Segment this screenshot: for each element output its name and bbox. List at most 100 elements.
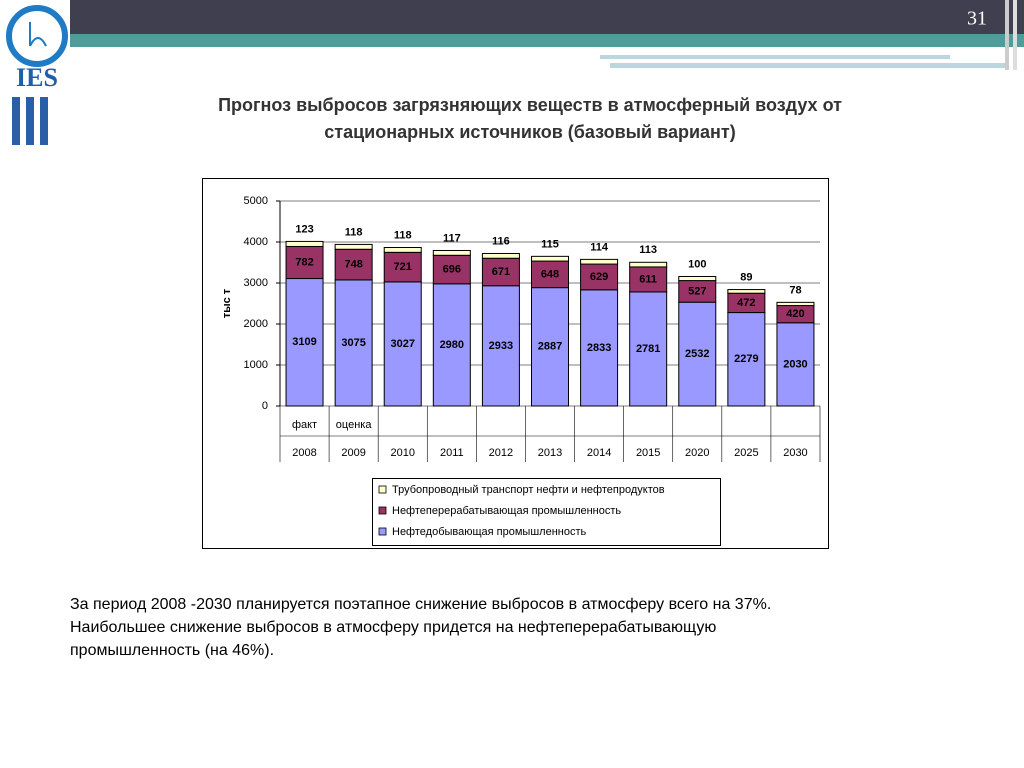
data-label: 78	[789, 284, 801, 296]
header-stripe	[70, 34, 1024, 47]
y-tick-label: 2000	[244, 318, 268, 330]
bar-segment	[432, 283, 471, 407]
bar-segment	[285, 245, 324, 280]
data-label: 611	[639, 273, 657, 285]
bar-segment	[481, 285, 520, 407]
logo-bar	[12, 97, 20, 145]
bar-segment	[678, 275, 717, 282]
logo-bar	[26, 97, 34, 145]
legend-label: Трубопроводный транспорт нефти и нефтепр…	[392, 484, 665, 496]
data-label: 115	[541, 238, 559, 250]
legend-box	[372, 478, 721, 546]
data-label: 629	[590, 271, 608, 283]
data-label: 118	[345, 226, 363, 238]
x-tick-label: 2010	[390, 447, 414, 459]
data-label: 3027	[390, 338, 414, 350]
x-tick-label: 2013	[538, 447, 562, 459]
data-label: 89	[740, 271, 752, 283]
data-label: 721	[394, 261, 412, 273]
header-line	[600, 55, 950, 59]
slide-title: стационарных источников (базовый вариант…	[324, 122, 735, 142]
slide-title: Прогноз выбросов загрязняющих веществ в …	[218, 95, 842, 115]
logo-text: IES	[16, 63, 58, 92]
legend-swatch	[378, 506, 387, 515]
data-label: 527	[688, 285, 706, 297]
x-tick-label: 2012	[489, 447, 513, 459]
header-line	[1005, 0, 1009, 70]
data-label: 748	[344, 258, 362, 270]
bar-segment	[531, 260, 569, 289]
bar-segment	[334, 248, 373, 281]
data-label: 113	[639, 244, 657, 256]
bar-segment	[383, 251, 422, 283]
bar-segment	[629, 291, 668, 407]
bar-segment	[285, 278, 324, 407]
y-tick-label: 5000	[244, 195, 268, 207]
category-note: оценка	[336, 419, 373, 431]
data-label: 3109	[292, 336, 316, 348]
bar-segment	[580, 258, 619, 265]
data-label: 782	[295, 256, 313, 268]
legend-swatch	[378, 485, 387, 494]
data-label: 2030	[783, 358, 807, 370]
data-label: 2833	[587, 342, 611, 354]
data-label: 116	[492, 235, 510, 247]
bar-segment	[481, 257, 520, 287]
bar-segment	[678, 301, 717, 407]
y-tick-label: 4000	[244, 236, 268, 248]
data-label: 3075	[341, 337, 365, 349]
data-label: 117	[443, 232, 461, 244]
data-label: 2532	[685, 348, 709, 360]
data-label: 2279	[734, 353, 758, 365]
bar-segment	[776, 322, 815, 407]
bar-segment	[727, 312, 766, 407]
bar-segment	[432, 254, 471, 285]
data-label: 671	[492, 266, 510, 278]
bar-segment	[531, 287, 569, 407]
header-bar	[0, 0, 1024, 34]
bar-segment	[727, 289, 766, 294]
bar-segment	[383, 246, 422, 253]
x-tick-label: 2008	[292, 447, 316, 459]
data-label: 100	[688, 258, 706, 270]
bar-segment	[776, 301, 815, 307]
body-text: промышленность (на 46%).	[70, 642, 274, 659]
y-axis-label: тыс т	[221, 288, 233, 318]
data-label: 114	[590, 241, 609, 253]
data-label: 420	[786, 308, 804, 320]
x-tick-label: 2020	[685, 447, 709, 459]
x-tick-label: 2014	[587, 447, 611, 459]
data-label: 472	[737, 297, 755, 309]
body-text: Наибольшее снижение выбросов в атмосферу…	[70, 619, 716, 636]
bar-segment	[481, 252, 520, 259]
y-tick-label: 0	[262, 400, 268, 412]
bar-segment	[531, 255, 569, 262]
logo-mark	[29, 22, 47, 47]
logo-circle	[6, 5, 68, 67]
x-tick-label: 2025	[734, 447, 758, 459]
data-label: 2933	[489, 340, 513, 352]
x-tick-label: 2015	[636, 447, 660, 459]
data-label: 2887	[538, 341, 562, 353]
bar-segment	[383, 281, 422, 407]
bar-segment	[580, 263, 619, 291]
y-tick-label: 1000	[244, 359, 268, 371]
data-label: 123	[295, 223, 313, 235]
data-label: 2980	[440, 339, 464, 351]
x-tick-label: 2030	[783, 447, 807, 459]
category-note: факт	[292, 419, 317, 431]
x-tick-label: 2009	[341, 447, 365, 459]
bar-segment	[580, 289, 619, 407]
header-line	[1013, 0, 1017, 70]
logo-bar	[40, 97, 48, 145]
body-text: За период 2008 -2030 планируется поэтапн…	[70, 596, 771, 613]
legend-label: Нефтедобывающая промышленность	[392, 526, 586, 538]
bar-segment	[432, 249, 471, 256]
slide-number: 31	[967, 8, 987, 30]
data-label: 648	[541, 268, 559, 280]
data-label: 696	[443, 263, 461, 275]
data-label: 118	[394, 229, 412, 241]
header-line	[610, 63, 1005, 68]
bar-segment	[334, 243, 373, 250]
